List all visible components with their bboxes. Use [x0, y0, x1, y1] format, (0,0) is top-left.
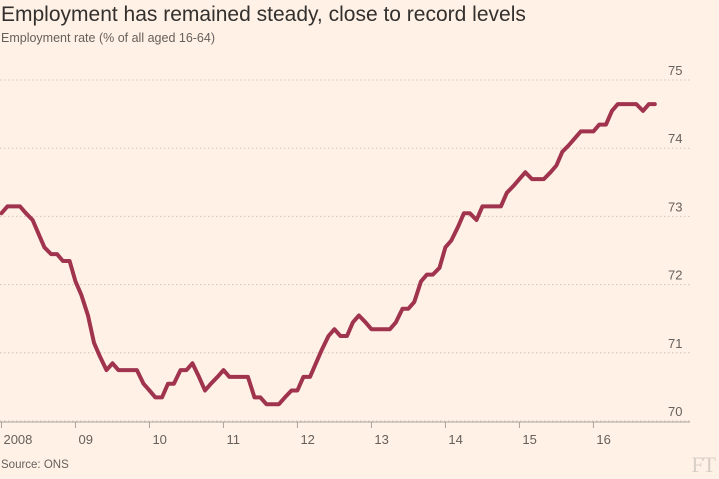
y-tick-labels: 70 71 72 73 74 75 [668, 63, 682, 419]
source-note: Source: ONS [1, 459, 69, 471]
x-tick-12: 12 [300, 432, 314, 447]
x-tick-10: 10 [152, 432, 166, 447]
y-tick-74: 74 [668, 131, 682, 146]
x-tick-16: 16 [596, 432, 610, 447]
x-tick-2008: 2008 [3, 432, 32, 447]
y-tick-72: 72 [668, 268, 682, 283]
x-tick-11: 11 [226, 432, 240, 447]
y-tick-70: 70 [668, 404, 682, 419]
ft-logo: FT [691, 452, 716, 477]
series-line-employment-rate [0, 102, 657, 407]
y-tick-73: 73 [668, 199, 682, 214]
gridlines [0, 79, 690, 422]
y-tick-71: 71 [668, 336, 682, 351]
x-tick-14: 14 [448, 432, 462, 447]
x-tick-13: 13 [374, 432, 388, 447]
y-tick-75: 75 [668, 63, 682, 78]
x-tick-15: 15 [522, 432, 536, 447]
series-group [0, 102, 657, 407]
x-axis: 2008 09 10 11 12 13 14 15 16 [0, 421, 690, 447]
chart-title: Employment has remained steady, close to… [1, 3, 526, 26]
x-tick-09: 09 [78, 432, 92, 447]
chart-subtitle: Employment rate (% of all aged 16-64) [1, 31, 215, 45]
